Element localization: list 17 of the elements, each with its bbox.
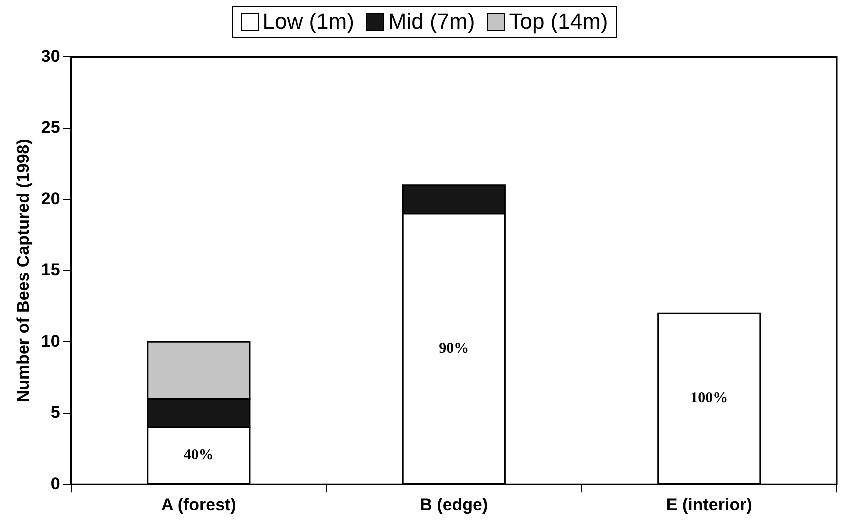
x-tick-label: B (edge) bbox=[420, 495, 488, 514]
legend-label: Low (1m) bbox=[262, 9, 354, 35]
x-tick-label: A (forest) bbox=[161, 495, 236, 514]
legend-label: Top (14m) bbox=[509, 9, 608, 35]
y-tick-label: 20 bbox=[41, 189, 60, 208]
y-tick-label: 5 bbox=[50, 403, 60, 422]
x-tick-label: E (interior) bbox=[666, 495, 752, 514]
y-axis-title: Number of Bees Captured (1998) bbox=[14, 139, 33, 403]
y-tick-label: 30 bbox=[41, 46, 60, 66]
y-tick-label: 25 bbox=[41, 118, 60, 138]
annotation: 40% bbox=[184, 448, 214, 464]
annotation: 100% bbox=[690, 390, 728, 407]
y-tick-label: 10 bbox=[41, 332, 60, 351]
legend-label: Mid (7m) bbox=[388, 9, 476, 35]
y-tick-label: 15 bbox=[41, 260, 60, 280]
y-tick-label: 0 bbox=[50, 474, 60, 494]
annotation: 90% bbox=[439, 340, 470, 357]
